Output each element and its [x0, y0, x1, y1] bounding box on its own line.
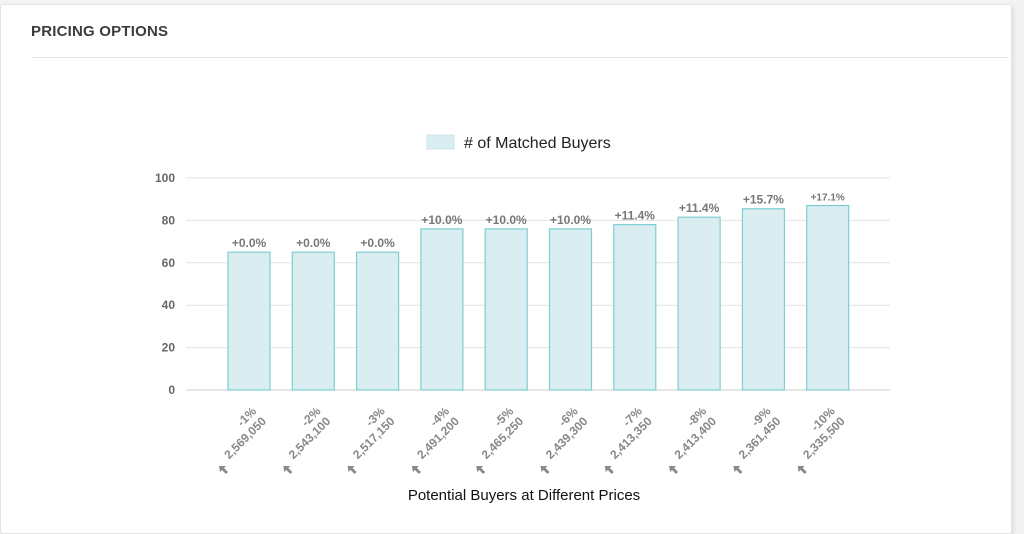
x-tick-label: -3%2,517,150 [350, 404, 398, 462]
y-tick-label: 80 [162, 213, 176, 227]
legend-label: # of Matched Buyers [464, 135, 611, 152]
bar-value-label: +10.0% [421, 213, 462, 227]
bar [227, 251, 271, 391]
x-tick-label: -8%2,413,400 [671, 404, 719, 462]
bar [420, 228, 464, 391]
bar-value-label: +11.4% [615, 209, 656, 223]
arrow-up-left-icon [540, 466, 550, 474]
x-axis-title: Potential Buyers at Different Prices [408, 487, 640, 504]
x-tick-label: -9%2,361,450 [736, 404, 784, 462]
title-divider [31, 57, 1009, 58]
bar [613, 224, 657, 391]
x-tick-label: -6%2,439,300 [543, 404, 591, 462]
bar-value-label: +10.0% [486, 213, 527, 227]
legend: # of Matched Buyers [426, 134, 611, 152]
bar [291, 251, 335, 391]
y-tick-label: 100 [155, 171, 175, 185]
x-tick-label: -7%2,413,350 [607, 404, 655, 462]
bar [741, 208, 786, 391]
arrow-up-left-icon [669, 466, 679, 474]
bar-value-label: +11.4% [679, 201, 720, 215]
arrow-up-left-icon [733, 466, 743, 474]
bar [677, 216, 721, 391]
y-tick-label: 20 [162, 341, 176, 355]
bar-value-label: +0.0% [296, 236, 331, 250]
x-tick-label: -10%2,335,500 [800, 404, 848, 462]
y-tick-label: 0 [168, 383, 175, 397]
arrow-up-left-icon [347, 466, 357, 474]
x-tick-label: -1%2,569,050 [221, 404, 269, 462]
bar-value-label: +17.1% [811, 193, 845, 204]
legend-swatch [426, 134, 455, 150]
y-tick-label: 60 [162, 256, 176, 270]
arrow-up-left-icon [219, 466, 228, 474]
panel-title: PRICING OPTIONS [31, 23, 169, 40]
arrow-up-left-icon [283, 466, 293, 474]
bar [484, 228, 528, 391]
bar-value-label: +0.0% [360, 236, 395, 250]
y-tick-label: 40 [162, 298, 176, 312]
x-tick-label: -2%2,543,100 [286, 404, 334, 462]
bar-value-label: +0.0% [232, 236, 267, 250]
arrow-up-left-icon [604, 466, 614, 474]
bar-value-label: +15.7% [743, 193, 784, 207]
bar-value-label: +10.0% [550, 213, 591, 227]
bar [356, 251, 400, 391]
arrow-up-left-icon [797, 466, 807, 474]
x-tick-label: -5%2,465,250 [479, 404, 527, 462]
arrow-up-left-icon [476, 466, 486, 474]
bar [806, 204, 850, 391]
bar [548, 228, 593, 391]
arrow-up-left-icon [411, 466, 421, 474]
x-tick-label: -4%2,491,200 [414, 404, 462, 462]
